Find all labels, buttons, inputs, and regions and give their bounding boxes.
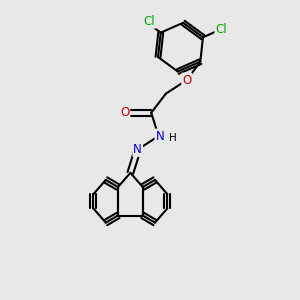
Text: N: N: [155, 130, 164, 142]
Text: N: N: [134, 143, 142, 156]
Text: O: O: [120, 106, 129, 119]
Text: H: H: [169, 133, 177, 143]
Text: Cl: Cl: [143, 15, 155, 28]
Text: Cl: Cl: [215, 22, 227, 36]
Text: O: O: [182, 74, 191, 87]
